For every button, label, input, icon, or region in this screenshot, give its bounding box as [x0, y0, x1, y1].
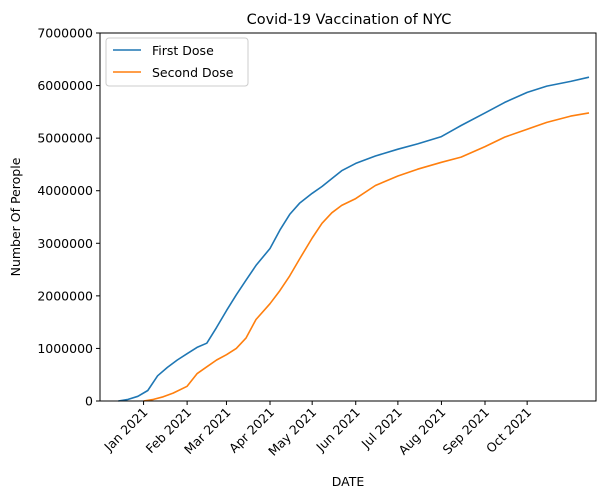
- legend: First Dose Second Dose: [105, 37, 249, 87]
- y-axis-label: Number Of Perople: [8, 157, 23, 276]
- legend-box: [105, 37, 249, 87]
- series-line-second-dose: [143, 112, 590, 402]
- x-axis-label: DATE: [332, 474, 365, 489]
- plot-area: [100, 33, 596, 401]
- x-tick-label: Oct 2021: [483, 405, 534, 456]
- series-line-first-dose: [118, 76, 590, 402]
- y-tick-label: 1000000: [37, 341, 93, 356]
- lines-layer: [118, 76, 590, 402]
- y-tick-label: 0: [85, 394, 93, 409]
- x-tick-label: Jun 2021: [312, 405, 362, 455]
- y-tick-label: 5000000: [37, 131, 93, 146]
- legend-label-second-dose: Second Dose: [152, 65, 234, 80]
- plot-frame: [99, 32, 597, 402]
- y-tick-label: 3000000: [37, 236, 93, 251]
- legend-label-first-dose: First Dose: [152, 43, 214, 58]
- y-tick-label: 2000000: [37, 288, 93, 303]
- y-axis: 0 1000000 2000000 3000000 4000000 5000000 6000…: [37, 26, 100, 409]
- chart-title: Covid-19 Vaccination of NYC: [247, 12, 452, 28]
- y-tick-label: 4000000: [37, 183, 93, 198]
- y-tick-label: 7000000: [37, 26, 93, 41]
- y-tick-label: 6000000: [37, 78, 93, 93]
- x-tick-label: Aug 2021: [395, 405, 448, 458]
- x-tick-label: Sep 2021: [440, 405, 493, 458]
